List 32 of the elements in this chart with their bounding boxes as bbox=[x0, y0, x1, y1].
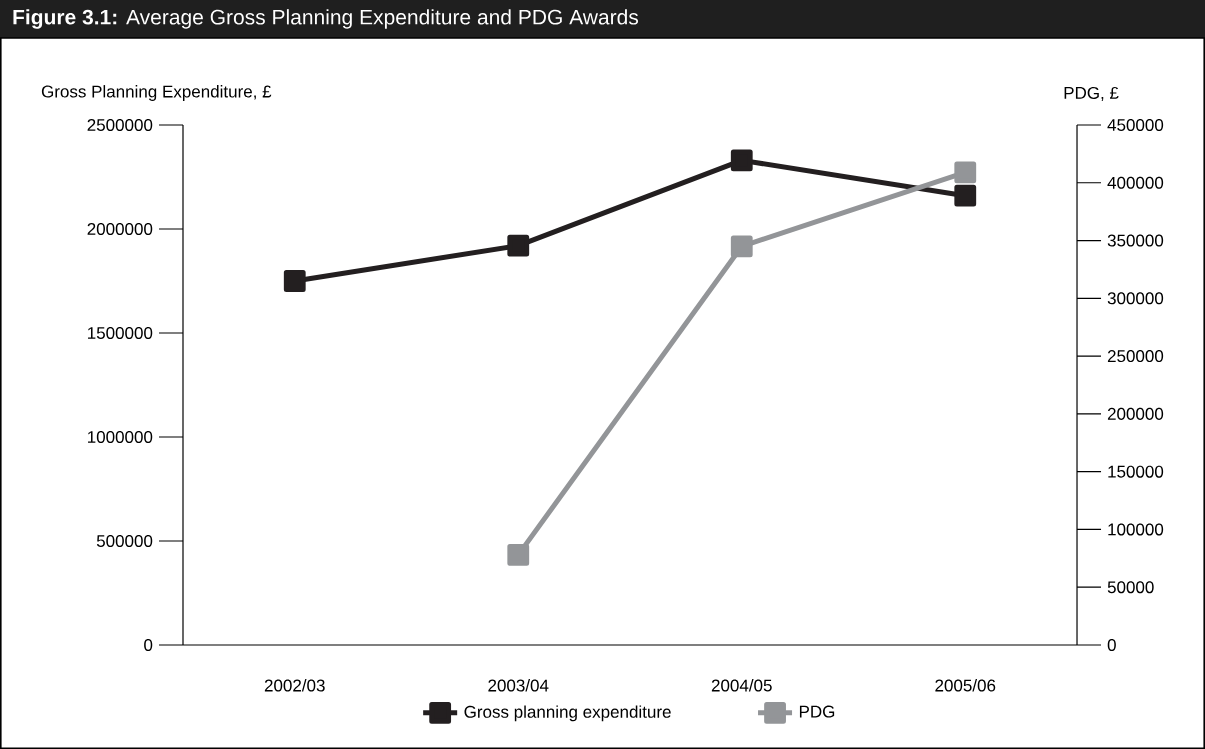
point bbox=[507, 543, 530, 566]
y2-tick-label: 0 bbox=[1107, 638, 1116, 652]
y-tick-label: 1500000 bbox=[88, 326, 153, 339]
x-tick-label: 2002/03 bbox=[264, 679, 325, 692]
legend-label: PDG bbox=[799, 705, 835, 718]
y-tick-label: 0 bbox=[144, 638, 153, 652]
y-tick-label: 1000000 bbox=[88, 430, 153, 443]
y2-tick-label: 100000 bbox=[1108, 523, 1164, 536]
y-tick-label: 2500000 bbox=[87, 118, 153, 131]
y2-tick-label: 150000 bbox=[1108, 465, 1164, 478]
y2-tick-label: 300000 bbox=[1107, 292, 1164, 305]
y2-axis-title: PDG, £ bbox=[1064, 86, 1119, 101]
point bbox=[283, 270, 306, 292]
point bbox=[954, 161, 977, 184]
x-tick-label: 2004/05 bbox=[711, 679, 772, 692]
y2-tick-label: 450000 bbox=[1107, 118, 1164, 131]
y2-tick-label: 50000 bbox=[1107, 581, 1154, 594]
y2-tick-label: 400000 bbox=[1107, 176, 1164, 189]
y2-tick-label: 350000 bbox=[1107, 234, 1164, 247]
y2-tick-label: 200000 bbox=[1107, 407, 1164, 420]
y-axis-title: Gross Planning Expenditure, £ bbox=[41, 85, 272, 101]
chart-title: Figure 3.1: Average Gross Planning Expenditure and PDG Awards bbox=[13, 9, 639, 29]
x-tick-label: 2005/06 bbox=[935, 679, 996, 692]
x-tick-label: 2003/04 bbox=[488, 679, 549, 692]
point bbox=[730, 235, 753, 258]
point bbox=[730, 149, 753, 172]
y-tick-label: 2000000 bbox=[87, 222, 153, 235]
y-tick-label: 500000 bbox=[96, 534, 153, 547]
point bbox=[507, 234, 530, 257]
y2-tick-label: 250000 bbox=[1107, 350, 1164, 363]
legend-label: Gross planning expenditure bbox=[464, 705, 671, 722]
point bbox=[954, 184, 977, 207]
